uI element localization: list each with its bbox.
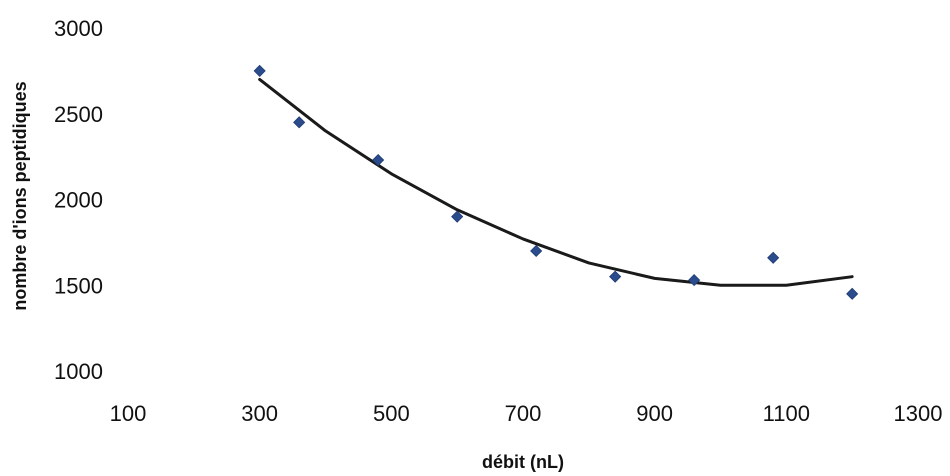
y-tick-labels: 1000 1500 2000 2500 3000 [54,16,103,384]
y-axis-title: nombre d'ions peptidiques [10,81,30,310]
x-tick-label: 900 [636,401,673,426]
x-axis-title: débit (nL) [482,452,564,472]
data-points [254,65,858,299]
trend-line [260,79,853,285]
data-point [254,65,265,76]
data-point [610,271,621,282]
y-tick-label: 1000 [54,359,103,384]
data-point [531,245,542,256]
y-tick-label: 3000 [54,16,103,41]
y-tick-label: 2500 [54,102,103,127]
data-point [294,117,305,128]
x-tick-label: 500 [373,401,410,426]
x-tick-label: 100 [110,401,147,426]
y-tick-label: 1500 [54,273,103,298]
x-tick-label: 1300 [894,401,943,426]
x-tick-label: 700 [505,401,542,426]
x-tick-label: 300 [241,401,278,426]
x-tick-label: 1100 [763,401,810,426]
data-point [768,252,779,263]
x-tick-labels: 100 300 500 700 900 1100 1300 [110,401,943,426]
y-tick-label: 2000 [54,188,103,213]
data-point [847,288,858,299]
